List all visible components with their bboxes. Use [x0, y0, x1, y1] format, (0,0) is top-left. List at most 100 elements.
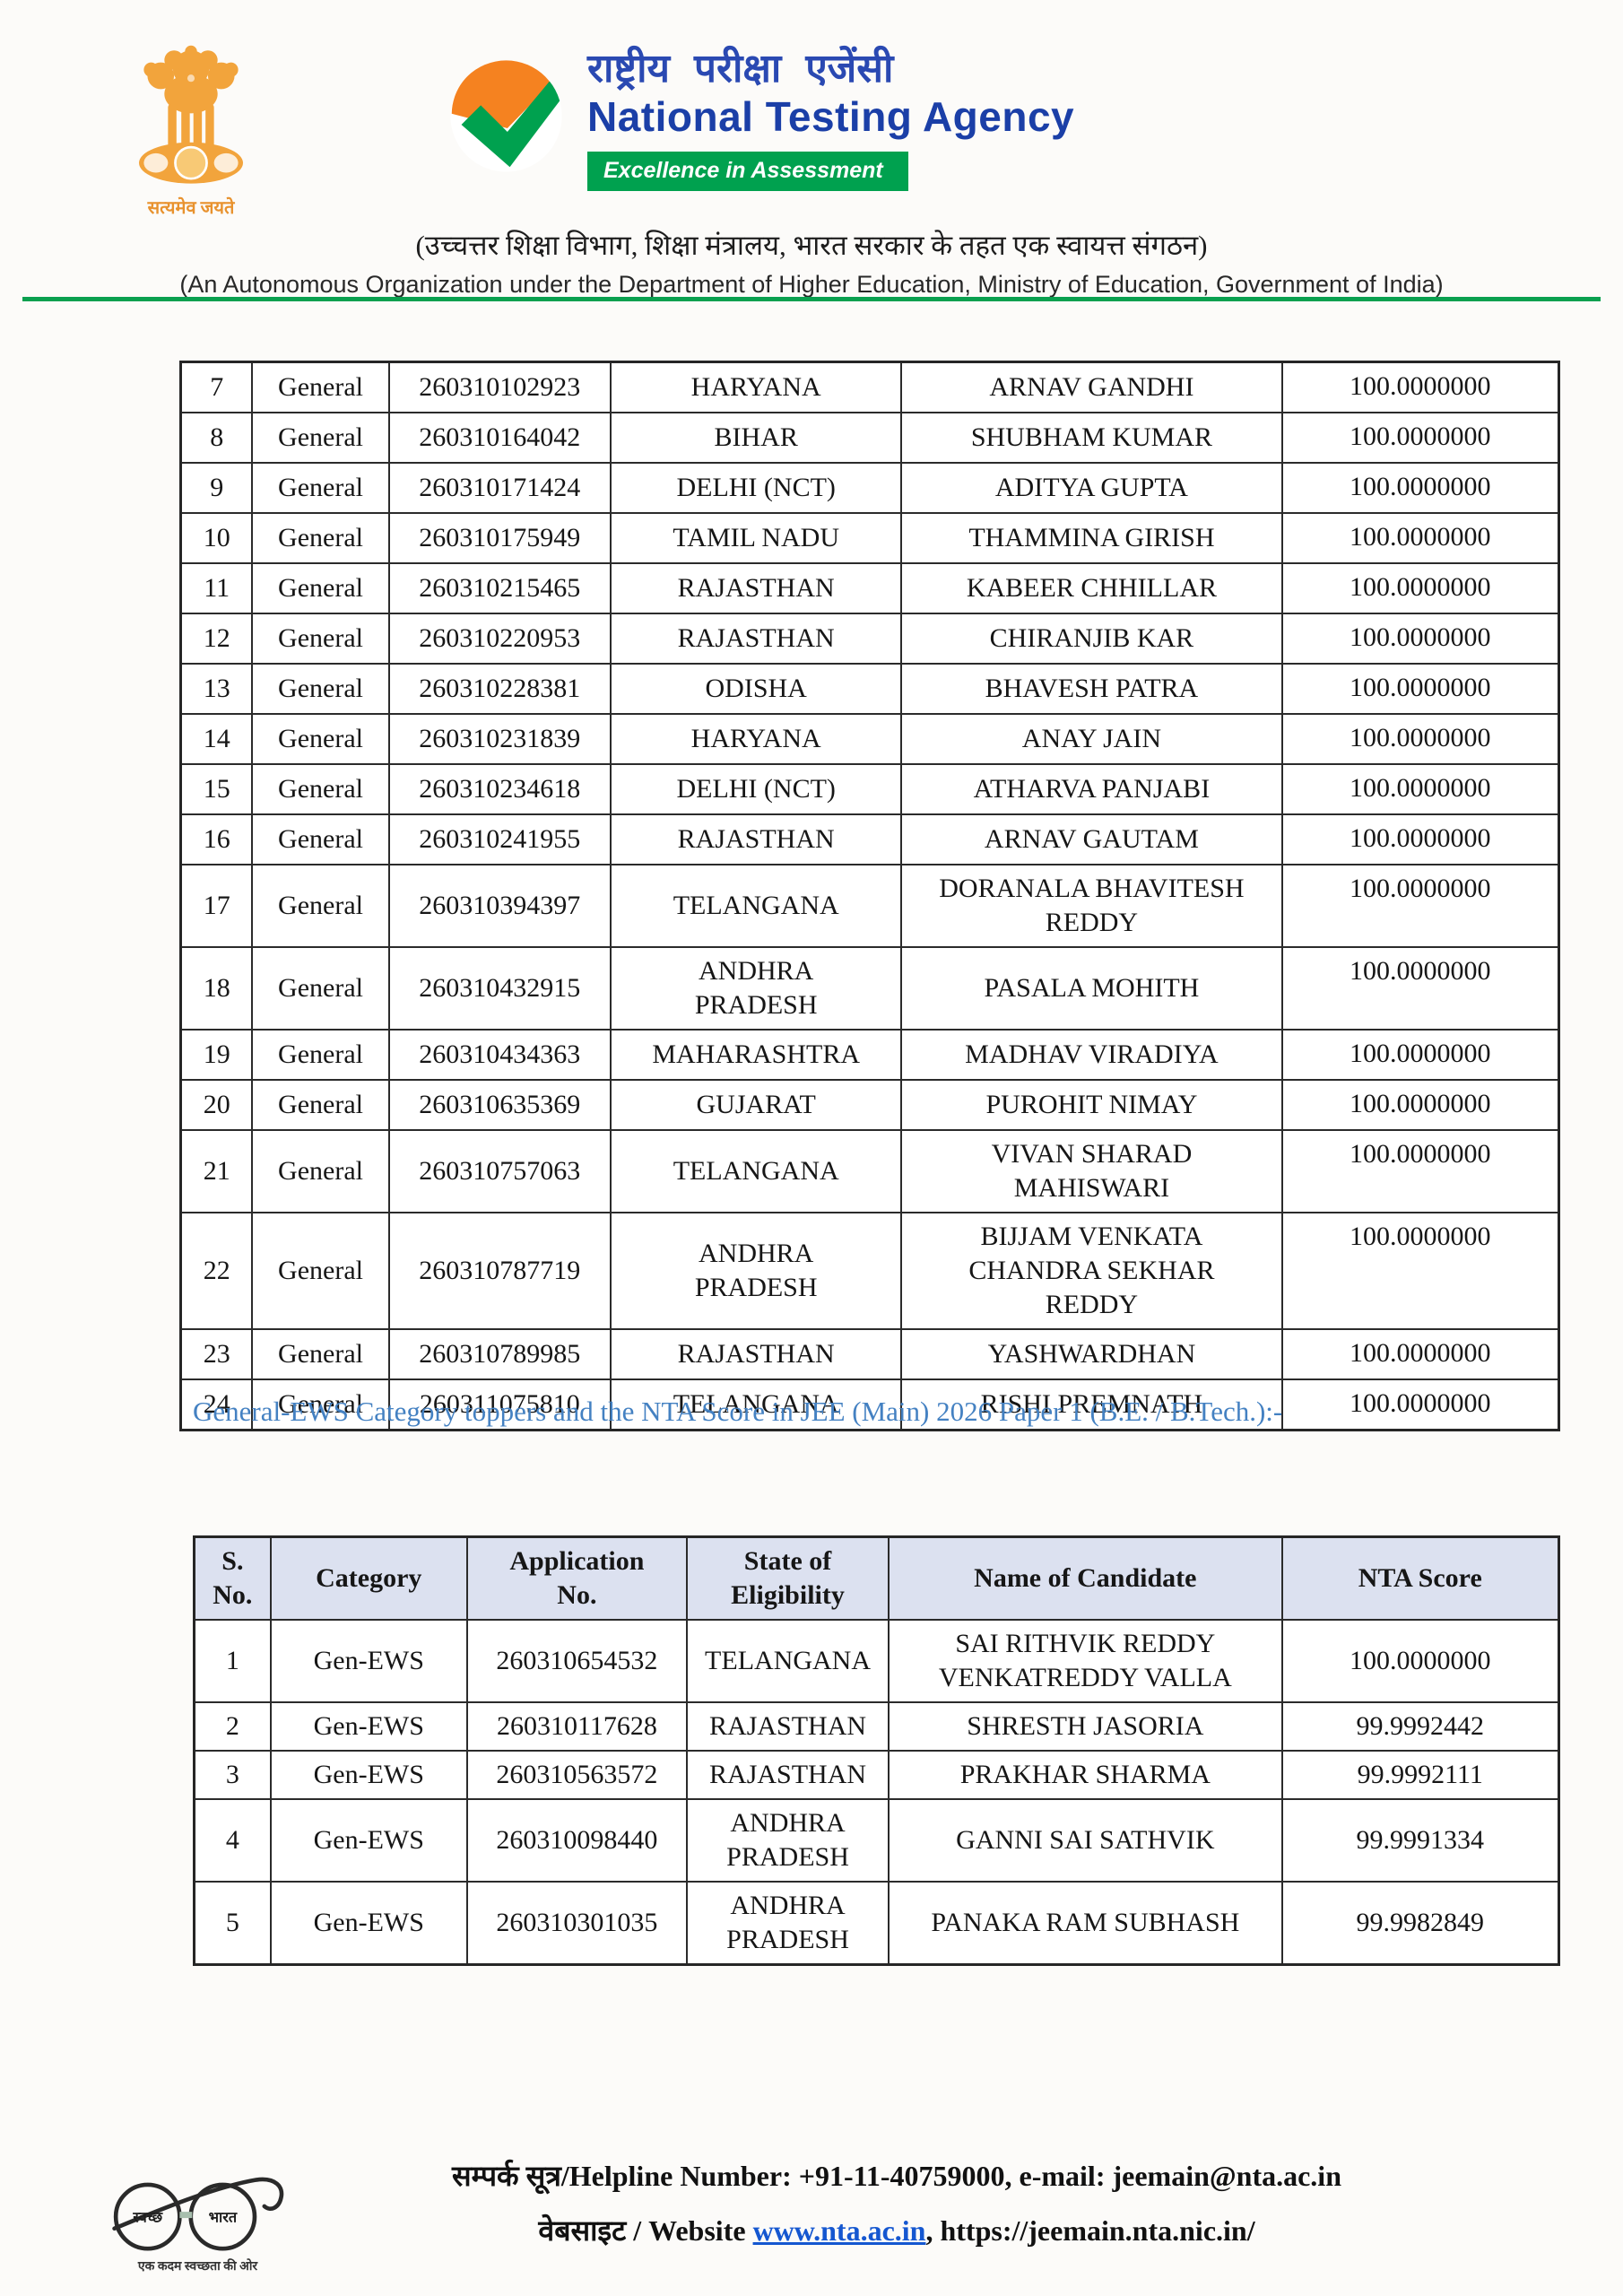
- table-cell: 17: [179, 864, 254, 948]
- table-cell: General: [251, 1079, 390, 1131]
- table-row: 18 General 260310432915 ANDHRA PRADESH PASAL…: [179, 946, 1560, 1031]
- table-cell: 260310635369: [387, 1079, 612, 1131]
- table-row: 19 General 260310434363 MAHARASHTRA MADHAV V…: [179, 1029, 1560, 1081]
- table-cell: 100.0000000: [1280, 1328, 1560, 1380]
- table-cell: PUROHIT NIMAY: [900, 1079, 1283, 1131]
- table-cell: Gen-EWS: [269, 1701, 468, 1752]
- table-cell: 100.0000000: [1280, 1029, 1560, 1081]
- table-cell: ODISHA: [610, 663, 903, 715]
- table-cell: 100.0000000: [1280, 562, 1560, 614]
- table-cell: 260310787719: [387, 1212, 612, 1330]
- table-cell: General: [251, 864, 390, 948]
- website-line: वेबसाइट / Website www.nta.ac.in, https:/…: [238, 2211, 1556, 2249]
- table-cell: RAJASTHAN: [610, 562, 903, 614]
- nta-logo-icon: [450, 60, 562, 172]
- website-prefix: वेबसाइट / Website: [538, 2214, 753, 2247]
- table-row: 13 General 260310228381 ODISHA BHAVESH PATRA…: [179, 663, 1560, 715]
- table-cell: ANDHRA PRADESH: [685, 1881, 890, 1966]
- table-cell: 100.0000000: [1280, 864, 1560, 948]
- swachh-bharat-logo: स्वच्छ भारत एक कदम स्वच्छता की ओर: [92, 2151, 303, 2274]
- general-toppers-table: 7 General 260310102923 HARYANA ARNAV GANDHI 1…: [179, 361, 1560, 1431]
- table-cell: Gen-EWS: [269, 1750, 468, 1800]
- table-cell: 8: [179, 412, 254, 464]
- helpline-line: सम्पर्क सूत्र/Helpline Number: +91-11-40…: [451, 2160, 1341, 2192]
- footer-contact-block: सम्पर्क सूत्र/Helpline Number: +91-11-40…: [238, 2156, 1556, 2249]
- table-cell: DORANALA BHAVITESH REDDY: [900, 864, 1283, 948]
- table-cell: General: [251, 613, 390, 665]
- table-cell: 260310241955: [387, 813, 612, 865]
- table-cell: RAJASTHAN: [610, 813, 903, 865]
- table-row: 24 General 260311075810 TELANGANA RISHI PREM…: [179, 1378, 1560, 1431]
- table-cell: 99.9982849: [1280, 1881, 1560, 1966]
- table-cell: YASHWARDHAN: [900, 1328, 1283, 1380]
- agency-name-hindi: राष्ट्रीय परीक्षा एजेंसी: [587, 47, 894, 91]
- table-cell: GUJARAT: [610, 1079, 903, 1131]
- table-cell: 260310228381: [387, 663, 612, 715]
- table-cell: TELANGANA: [610, 1129, 903, 1213]
- table-row: 14 General 260310231839 HARYANA ANAY JAIN 100…: [179, 713, 1560, 765]
- table-cell: 7: [179, 361, 254, 413]
- table-cell: 12: [179, 613, 254, 665]
- table-cell: 260310434363: [387, 1029, 612, 1081]
- green-divider: [22, 297, 1601, 301]
- website-suffix: , https://jeemain.nta.nic.in/: [925, 2214, 1255, 2247]
- table-cell: 16: [179, 813, 254, 865]
- table-cell: 100.0000000: [1280, 613, 1560, 665]
- table-cell: General: [251, 713, 390, 765]
- table-cell: 21: [179, 1129, 254, 1213]
- col-header-nta-score: NTA Score: [1280, 1535, 1560, 1621]
- table-cell: DELHI (NCT): [610, 763, 903, 815]
- table-row: 9 General 260310171424 DELHI (NCT) ADITYA GU…: [179, 462, 1560, 514]
- table-row: 11 General 260310215465 RAJASTHAN KABEER CHH…: [179, 562, 1560, 614]
- col-header-state: State of Eligibility: [685, 1535, 890, 1621]
- table-cell: SHUBHAM KUMAR: [900, 412, 1283, 464]
- table-cell: CHIRANJIB KAR: [900, 613, 1283, 665]
- col-header-application-no: Application No.: [465, 1535, 688, 1621]
- table-cell: Gen-EWS: [269, 1619, 468, 1703]
- table-cell: General: [251, 946, 390, 1031]
- table-cell: 100.0000000: [1280, 1619, 1560, 1703]
- table-cell: PASALA MOHITH: [900, 946, 1283, 1031]
- table-cell: 260310220953: [387, 613, 612, 665]
- table-cell: 260310098440: [465, 1798, 688, 1883]
- table-cell: 10: [179, 512, 254, 564]
- table-cell: 260311075810: [387, 1378, 612, 1431]
- table-cell: 260310231839: [387, 713, 612, 765]
- nta-brand: राष्ट्रीय परीक्षा एजेंसी National Testin…: [587, 47, 1074, 192]
- table-cell: THAMMINA GIRISH: [900, 512, 1283, 564]
- table-cell: Gen-EWS: [269, 1881, 468, 1966]
- table-cell: 20: [179, 1079, 254, 1131]
- table-cell: 4: [193, 1798, 272, 1883]
- table-cell: 260310789985: [387, 1328, 612, 1380]
- table-cell: 18: [179, 946, 254, 1031]
- table-cell: General: [251, 462, 390, 514]
- table-cell: 260310102923: [387, 361, 612, 413]
- swachh-lens-right-text: भारत: [209, 2210, 238, 2226]
- table-cell: BHAVESH PATRA: [900, 663, 1283, 715]
- table-row: 7 General 260310102923 HARYANA ARNAV GANDHI 1…: [179, 361, 1560, 413]
- table-cell: PRAKHAR SHARMA: [888, 1750, 1283, 1800]
- table-cell: RISHI PREMNATH: [900, 1378, 1283, 1431]
- table-cell: 11: [179, 562, 254, 614]
- table-row: 16 General 260310241955 RAJASTHAN ARNAV GAUT…: [179, 813, 1560, 865]
- ews-table-header-row: S. No. Category Application No. State of…: [193, 1535, 1560, 1621]
- table-cell: 2: [193, 1701, 272, 1752]
- table-cell: General: [251, 1029, 390, 1081]
- subtitle-hindi: (उच्चत्तर शिक्षा विभाग, शिक्षा मंत्रालय,…: [415, 230, 1208, 261]
- table-row: 15 General 260310234618 DELHI (NCT) ATHARVA …: [179, 763, 1560, 815]
- table-cell: 260310164042: [387, 412, 612, 464]
- table-cell: TELANGANA: [610, 1378, 903, 1431]
- table-cell: ANDHRA PRADESH: [610, 946, 903, 1031]
- table-cell: 100.0000000: [1280, 1378, 1560, 1431]
- table-row: 3 Gen-EWS 260310563572 RAJASTHAN PRAKHAR SHA…: [193, 1750, 1560, 1800]
- table-row: 10 General 260310175949 TAMIL NADU THAMMINA …: [179, 512, 1560, 564]
- table-cell: 100.0000000: [1280, 412, 1560, 464]
- table-row: 1 Gen-EWS 260310654532 TELANGANA SAI RITHVIK…: [193, 1619, 1560, 1703]
- table-cell: BIHAR: [610, 412, 903, 464]
- nta-website-link[interactable]: www.nta.ac.in: [752, 2214, 926, 2247]
- table-cell: 13: [179, 663, 254, 715]
- table-cell: 260310757063: [387, 1129, 612, 1213]
- table-cell: 5: [193, 1881, 272, 1966]
- table-row: 4 Gen-EWS 260310098440 ANDHRA PRADESH GANNI …: [193, 1798, 1560, 1883]
